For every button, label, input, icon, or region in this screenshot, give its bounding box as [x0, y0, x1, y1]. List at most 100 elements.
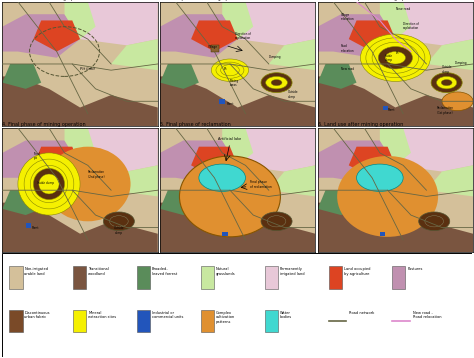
Polygon shape: [80, 2, 158, 45]
Bar: [222, 232, 228, 236]
Polygon shape: [191, 147, 238, 178]
Ellipse shape: [45, 147, 130, 221]
Ellipse shape: [211, 59, 248, 81]
Text: Mining
areas: Mining areas: [230, 79, 239, 87]
Polygon shape: [395, 128, 473, 171]
Polygon shape: [269, 39, 315, 70]
Text: Plant: Plant: [388, 108, 395, 112]
Ellipse shape: [271, 79, 282, 86]
Text: Outside
dump: Outside dump: [114, 226, 124, 235]
Text: Outside
dump: Outside dump: [287, 90, 298, 98]
Text: Plant: Plant: [227, 102, 234, 106]
Polygon shape: [111, 39, 158, 70]
Bar: [9, 310, 23, 332]
Ellipse shape: [419, 212, 450, 231]
Text: Non-irrigated
arable land: Non-irrigated arable land: [25, 267, 48, 276]
Ellipse shape: [109, 216, 128, 227]
Polygon shape: [160, 203, 315, 252]
Polygon shape: [318, 140, 395, 184]
Text: 5. Final phase of reclamation: 5. Final phase of reclamation: [160, 122, 231, 127]
Polygon shape: [34, 20, 80, 52]
Polygon shape: [269, 165, 315, 197]
Polygon shape: [318, 76, 473, 126]
Polygon shape: [111, 165, 158, 197]
Ellipse shape: [441, 79, 452, 86]
Text: New road: New road: [396, 8, 410, 11]
Ellipse shape: [34, 169, 64, 199]
Bar: [201, 266, 214, 289]
Bar: [264, 266, 278, 289]
Polygon shape: [395, 2, 473, 45]
Text: Natural
grasslands: Natural grasslands: [216, 267, 236, 276]
Text: Permanently
irrigated land: Permanently irrigated land: [280, 267, 304, 276]
Text: Mineral
extraction sites: Mineral extraction sites: [88, 310, 117, 319]
Text: Inside dump: Inside dump: [36, 181, 54, 185]
Bar: [328, 266, 342, 289]
Polygon shape: [64, 128, 96, 165]
Polygon shape: [222, 2, 253, 39]
Text: Pit: Pit: [395, 51, 399, 55]
Ellipse shape: [103, 212, 135, 231]
Text: Direction of
exploitation: Direction of exploitation: [403, 21, 419, 30]
Ellipse shape: [337, 156, 438, 237]
Polygon shape: [222, 128, 253, 165]
Polygon shape: [160, 140, 238, 184]
Text: Dumping: Dumping: [455, 61, 467, 65]
Polygon shape: [160, 190, 199, 215]
Polygon shape: [318, 203, 473, 252]
Text: 2. Initial phase of mining operation: 2. Initial phase of mining operation: [160, 0, 246, 1]
Text: 6. Land use after mining operation: 6. Land use after mining operation: [318, 122, 403, 127]
Bar: [201, 310, 214, 332]
Bar: [26, 223, 31, 228]
Ellipse shape: [216, 62, 244, 78]
Polygon shape: [2, 64, 41, 89]
Ellipse shape: [180, 156, 281, 237]
Text: New road: New road: [341, 67, 354, 71]
Text: Complex
cultivation
patterns: Complex cultivation patterns: [216, 310, 235, 324]
Ellipse shape: [30, 165, 68, 203]
Bar: [73, 310, 86, 332]
Polygon shape: [2, 190, 41, 215]
Ellipse shape: [265, 76, 287, 89]
Bar: [73, 266, 86, 289]
Text: 1. Land use before mining operation: 1. Land use before mining operation: [2, 0, 92, 1]
Bar: [392, 266, 405, 289]
Text: Transitional
woodland: Transitional woodland: [88, 267, 109, 276]
Polygon shape: [191, 20, 238, 52]
Polygon shape: [427, 165, 473, 197]
Polygon shape: [34, 147, 80, 178]
Text: Village: Village: [208, 45, 219, 49]
Text: New road -
Road relocation: New road - Road relocation: [412, 310, 441, 319]
Polygon shape: [349, 147, 395, 178]
Ellipse shape: [220, 64, 239, 76]
Text: Outside
dump: Outside dump: [442, 65, 453, 74]
Polygon shape: [64, 2, 96, 39]
Ellipse shape: [437, 76, 457, 89]
Text: Dumping: Dumping: [269, 55, 281, 59]
Bar: [264, 310, 278, 332]
Text: Road
relocation: Road relocation: [341, 44, 355, 53]
Ellipse shape: [24, 159, 74, 209]
Text: Plant: Plant: [32, 226, 39, 230]
Bar: [380, 232, 385, 236]
Ellipse shape: [360, 34, 430, 81]
Bar: [137, 310, 150, 332]
Polygon shape: [238, 128, 315, 171]
Polygon shape: [380, 2, 411, 39]
Polygon shape: [380, 128, 411, 165]
Text: Artificial lake: Artificial lake: [219, 137, 242, 141]
Text: 3. Intermediate phase of mining operation: 3. Intermediate phase of mining operatio…: [318, 0, 422, 1]
Text: Pastures: Pastures: [407, 267, 423, 271]
Ellipse shape: [199, 164, 246, 192]
Polygon shape: [2, 14, 80, 58]
Ellipse shape: [356, 164, 403, 192]
Polygon shape: [2, 76, 158, 126]
Polygon shape: [318, 190, 356, 215]
Polygon shape: [80, 128, 158, 171]
Ellipse shape: [39, 174, 59, 194]
Ellipse shape: [18, 153, 80, 215]
Bar: [219, 100, 225, 104]
Text: Inside
dump: Inside dump: [384, 54, 392, 63]
Ellipse shape: [442, 92, 473, 111]
Text: Land occupied
by agriculture: Land occupied by agriculture: [344, 267, 370, 276]
